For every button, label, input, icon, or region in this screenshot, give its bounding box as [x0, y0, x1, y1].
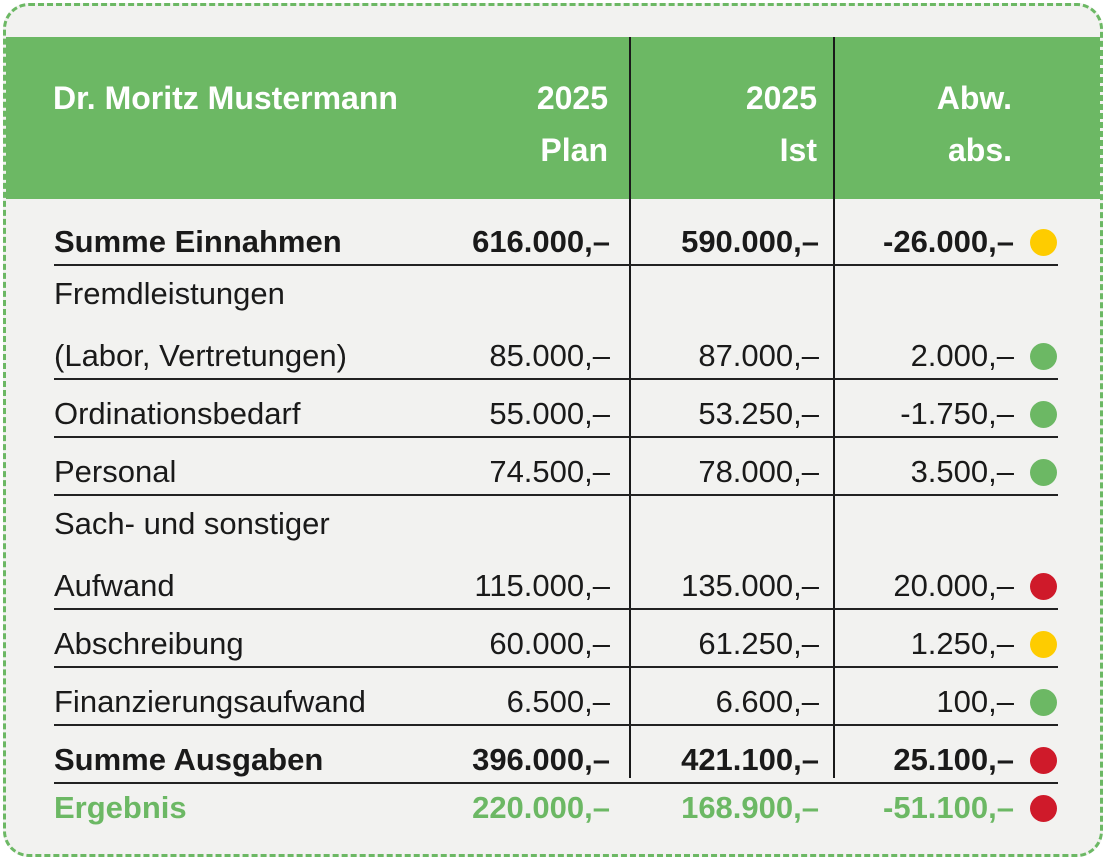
- row-divider: [54, 264, 1058, 266]
- row-ist-value: 590.000,–: [681, 224, 819, 259]
- row-abw-value: -1.750,–: [900, 396, 1014, 431]
- status-dot-green-icon: [1030, 401, 1057, 428]
- row-label: Abschreibung: [54, 626, 244, 661]
- row-label: Summe Einnahmen: [54, 224, 342, 259]
- row-abw-value: 20.000,–: [893, 568, 1014, 603]
- header-abw: Abw. abs.: [866, 72, 1012, 176]
- row-abw-value: 3.500,–: [910, 454, 1014, 489]
- row-plan-value: 6.500,–: [506, 684, 610, 719]
- row-plan-value: 616.000,–: [472, 224, 610, 259]
- header-name-text: Dr. Moritz Mustermann: [53, 80, 398, 116]
- row-ist-value: 6.600,–: [715, 684, 819, 719]
- header-plan-year: 2025: [536, 80, 608, 116]
- row-plan-value: 396.000,–: [472, 742, 610, 777]
- row-ist-value: 53.250,–: [698, 396, 819, 431]
- table-row: Finanzierungsaufwand 6.500,– 6.600,– 100,–: [54, 668, 1058, 726]
- table-row: Ordinationsbedarf 55.000,– 53.250,– -1.750,…: [54, 380, 1058, 438]
- row-plan-value: 74.500,–: [489, 454, 610, 489]
- status-dot-yellow-icon: [1030, 631, 1057, 658]
- status-dot-yellow-icon: [1030, 229, 1057, 256]
- column-divider-ist-abw: [833, 37, 835, 778]
- row-label-line2: (Labor, Vertretungen): [54, 338, 347, 373]
- status-dot-red-icon: [1030, 747, 1057, 774]
- row-label: Sach- und sonstiger: [54, 506, 330, 541]
- table-row: Ergebnis 220.000,– 168.900,– -51.100,–: [54, 784, 1058, 832]
- row-plan-value: 55.000,–: [489, 396, 610, 431]
- budget-table-card: Dr. Moritz Mustermann 2025 Plan 2025 Ist…: [3, 3, 1103, 857]
- header-ist: 2025 Ist: [656, 72, 817, 176]
- table-row: Sach- und sonstiger Aufwand 115.000,– 135.0…: [54, 496, 1058, 610]
- column-divider-plan-ist: [629, 37, 631, 778]
- row-label: Ordinationsbedarf: [54, 396, 301, 431]
- status-dot-red-icon: [1030, 795, 1057, 822]
- row-divider: [54, 782, 1058, 784]
- row-divider: [54, 724, 1058, 726]
- row-plan-value: 85.000,–: [489, 338, 610, 373]
- row-ist-value: 61.250,–: [698, 626, 819, 661]
- row-divider: [54, 436, 1058, 438]
- row-plan-value: 60.000,–: [489, 626, 610, 661]
- row-abw-value: 1.250,–: [910, 626, 1014, 661]
- row-label: Personal: [54, 454, 177, 489]
- row-abw-value: 100,–: [936, 684, 1014, 719]
- header-name: Dr. Moritz Mustermann: [53, 72, 398, 124]
- header-abw-line2: abs.: [947, 132, 1012, 168]
- header-plan: 2025 Plan: [446, 72, 608, 176]
- row-label: Fremdleistungen: [54, 276, 285, 311]
- row-divider: [54, 608, 1058, 610]
- row-ist-value: 78.000,–: [698, 454, 819, 489]
- table-header: Dr. Moritz Mustermann 2025 Plan 2025 Ist…: [6, 37, 1100, 199]
- row-ist-value: 421.100,–: [681, 742, 819, 777]
- row-abw-value: -26.000,–: [883, 224, 1014, 259]
- status-dot-green-icon: [1030, 689, 1057, 716]
- table-row: Fremdleistungen (Labor, Vertretungen) 85.0…: [54, 266, 1058, 380]
- row-abw-value: 25.100,–: [893, 742, 1014, 777]
- status-dot-green-icon: [1030, 343, 1057, 370]
- row-label: Ergebnis: [54, 790, 187, 825]
- row-ist-value: 135.000,–: [681, 568, 819, 603]
- row-abw-value: -51.100,–: [883, 790, 1014, 825]
- row-ist-value: 87.000,–: [698, 338, 819, 373]
- table-row: Abschreibung 60.000,– 61.250,– 1.250,–: [54, 610, 1058, 668]
- table-row: Summe Einnahmen 616.000,– 590.000,– -26.000…: [54, 208, 1058, 266]
- status-dot-green-icon: [1030, 459, 1057, 486]
- header-plan-label: Plan: [540, 132, 608, 168]
- table-row: Summe Ausgaben 396.000,– 421.100,– 25.100,–: [54, 726, 1058, 784]
- table-row: Personal 74.500,– 78.000,– 3.500,–: [54, 438, 1058, 496]
- header-ist-year: 2025: [745, 80, 817, 116]
- row-plan-value: 220.000,–: [472, 790, 610, 825]
- header-ist-label: Ist: [779, 132, 817, 168]
- status-dot-red-icon: [1030, 573, 1057, 600]
- row-label: Summe Ausgaben: [54, 742, 324, 777]
- row-divider: [54, 378, 1058, 380]
- row-label-line2: Aufwand: [54, 568, 175, 603]
- row-divider: [54, 494, 1058, 496]
- row-divider: [54, 666, 1058, 668]
- row-ist-value: 168.900,–: [681, 790, 819, 825]
- row-plan-value: 115.000,–: [474, 568, 610, 603]
- row-abw-value: 2.000,–: [910, 338, 1014, 373]
- header-abw-line1: Abw.: [936, 80, 1012, 116]
- row-label: Finanzierungsaufwand: [54, 684, 366, 719]
